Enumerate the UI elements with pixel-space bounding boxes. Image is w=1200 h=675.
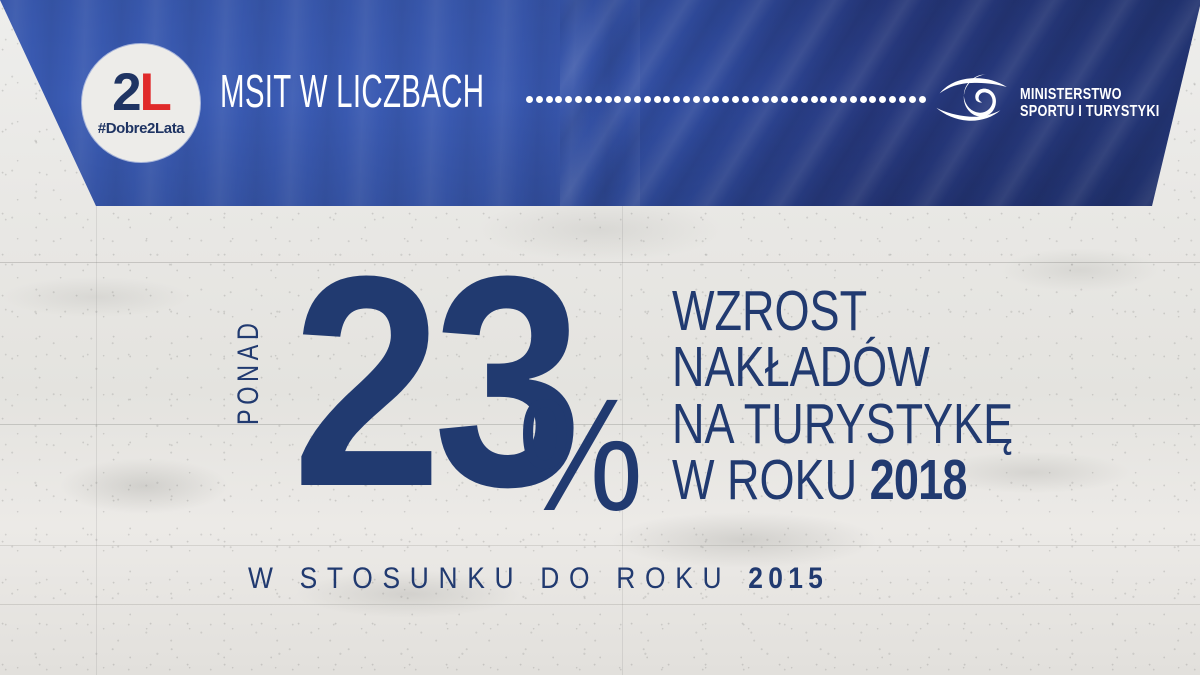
divider-dot bbox=[849, 96, 857, 103]
divider-dot bbox=[879, 96, 887, 103]
divider-dot bbox=[722, 96, 730, 103]
divider-dot bbox=[614, 96, 622, 103]
divider-dot bbox=[751, 96, 759, 103]
divider-dot bbox=[653, 96, 661, 103]
divider-dot bbox=[575, 96, 583, 103]
divider-dot bbox=[918, 96, 926, 103]
banner-title: MSIT W LICZBACH bbox=[220, 65, 485, 117]
divider-dot bbox=[692, 96, 700, 103]
divider-dot bbox=[830, 96, 838, 103]
ministry-line-2: SPORTU I TURYSTYKI bbox=[1020, 103, 1160, 120]
divider-dot bbox=[594, 96, 602, 103]
headline-line-2: NAKŁADÓW bbox=[672, 335, 930, 400]
divider-dot bbox=[673, 96, 681, 103]
divider-dot bbox=[535, 96, 543, 103]
ministry-line-1: MINISTERSTWO bbox=[1020, 85, 1122, 103]
stat-prefix: PONAD bbox=[232, 318, 265, 425]
banner-shading-overlay bbox=[0, 0, 1200, 206]
divider-dot bbox=[869, 96, 877, 103]
headline-line-1: WZROST bbox=[672, 279, 868, 343]
divider-dot bbox=[781, 96, 789, 103]
divider-dot bbox=[633, 96, 641, 103]
header-banner bbox=[0, 0, 1200, 206]
stat-comparison: W STOSUNKU DO ROKU 2015 bbox=[248, 562, 828, 596]
headline-line-3: NA TURYSTYKĘ bbox=[672, 391, 1014, 456]
stat-value: 23 bbox=[292, 213, 583, 549]
divider-dot bbox=[898, 96, 906, 103]
badge-logotype: 2L bbox=[112, 66, 172, 119]
divider-dot bbox=[604, 96, 612, 103]
divider-dot bbox=[624, 96, 632, 103]
divider-dot bbox=[565, 96, 573, 103]
ministry-name: MINISTERSTWO SPORTU I TURYSTYKI bbox=[1020, 86, 1190, 121]
divider-dot bbox=[800, 96, 808, 103]
divider-dot bbox=[790, 96, 798, 103]
badge-hashtag: #Dobre2Lata bbox=[97, 120, 185, 138]
ministry-swirl-logo-icon bbox=[936, 74, 1007, 121]
headline-line-4: W ROKU 2018 bbox=[672, 448, 967, 513]
banner-base-fill bbox=[0, 0, 1200, 206]
divider-dot bbox=[712, 96, 720, 103]
divider-dot bbox=[526, 96, 533, 103]
divider-dot bbox=[889, 96, 897, 103]
divider-dot bbox=[702, 96, 710, 103]
divider-dot bbox=[732, 96, 740, 103]
banner-diagonal-pattern bbox=[560, 0, 1200, 206]
divider-dot bbox=[820, 96, 828, 103]
comparison-year: 2015 bbox=[748, 562, 829, 595]
divider-dot bbox=[741, 96, 749, 103]
divider-dot bbox=[771, 96, 779, 103]
divider-dot bbox=[555, 96, 563, 103]
divider-dot bbox=[643, 96, 651, 103]
divider-dot bbox=[810, 96, 818, 103]
stat-unit: % bbox=[518, 365, 644, 544]
dobre-2-lata-badge: 2L #Dobre2Lata bbox=[82, 44, 200, 162]
badge-digit: 2 bbox=[112, 62, 142, 122]
divider-dot bbox=[663, 96, 671, 103]
dotted-divider bbox=[526, 96, 926, 104]
headline-year: 2018 bbox=[869, 448, 968, 513]
divider-dot bbox=[840, 96, 847, 103]
divider-dot bbox=[683, 96, 690, 103]
ministry-lockup: MINISTERSTWO SPORTU I TURYSTYKI bbox=[930, 62, 1190, 144]
divider-dot bbox=[859, 96, 867, 103]
divider-dot bbox=[908, 96, 916, 103]
comparison-prefix: W STOSUNKU DO ROKU bbox=[248, 562, 749, 595]
badge-letter: L bbox=[139, 62, 172, 122]
stat-headline: WZROST NAKŁADÓW NA TURYSTYKĘ W ROKU 2018 bbox=[672, 279, 1104, 513]
divider-dot bbox=[761, 96, 769, 103]
divider-dot bbox=[584, 96, 592, 103]
divider-dot bbox=[545, 96, 553, 103]
